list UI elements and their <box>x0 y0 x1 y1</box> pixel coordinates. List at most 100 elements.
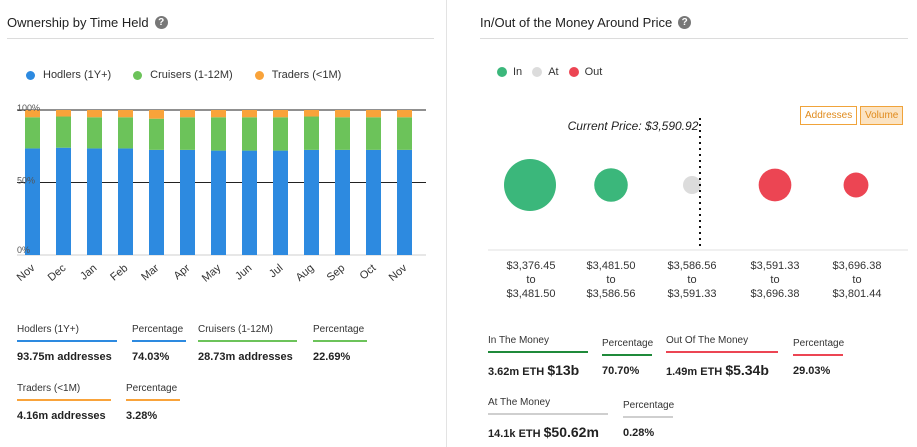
help-icon[interactable]: ? <box>678 16 692 29</box>
stat-in-the-money: In The Money 3.62m ETH $13b <box>488 335 588 378</box>
stat-label: Cruisers (1-12M) <box>198 324 297 342</box>
legend-item-in[interactable]: In <box>497 66 522 78</box>
stat-value: 14.1k ETH $50.62m <box>488 424 608 440</box>
price-range-label: $3,376.45 to $3,481.50 <box>492 259 570 301</box>
stat-label: Hodlers (1Y+) <box>17 324 117 342</box>
stat-at-the-money: At The Money 14.1k ETH $50.62m <box>488 397 608 440</box>
money-bubble-chart: Current Price: $3,590.92 <box>488 118 908 251</box>
y-tick-label: 0% <box>17 245 30 255</box>
stat-cruisers-percentage: Percentage 22.69% <box>313 324 367 363</box>
range-low: $3,591.33 <box>750 260 800 272</box>
title-divider <box>480 38 908 39</box>
bar-segment-cruisers <box>56 116 71 148</box>
legend-label: In <box>513 66 523 78</box>
bar-segment-traders <box>149 110 164 119</box>
x-tick-label: Feb <box>108 262 130 283</box>
stat-value: 22.69% <box>313 351 351 363</box>
bar-segment-hodlers <box>211 150 226 255</box>
stat-hodlers: Hodlers (1Y+) 93.75m addresses <box>17 324 117 363</box>
bar-segment-hodlers <box>149 149 164 255</box>
legend-dot-icon <box>497 67 507 77</box>
bar-segment-hodlers <box>87 148 102 255</box>
bubble-in <box>504 159 556 211</box>
range-low: $3,376.45 <box>506 260 556 272</box>
legend-label: At <box>548 66 559 78</box>
bar-segment-hodlers <box>56 147 71 255</box>
bar-segment-traders <box>180 110 195 118</box>
stat-value: 93.75m addresses <box>17 351 112 363</box>
range-high: $3,591.33 <box>667 288 717 300</box>
bar-segment-cruisers <box>180 117 195 150</box>
x-tick-label: Sep <box>325 262 348 284</box>
stat-value-usd: $5.34b <box>725 362 769 378</box>
range-low: $3,696.38 <box>832 260 882 272</box>
ownership-bar-chart: Nov Dec Jan Feb Mar Apr May Jun Jul Aug Sep Oct Nov 1… <box>15 103 426 285</box>
legend-dot-icon <box>532 67 543 77</box>
money-title: In/Out of the Money Around Price <box>480 15 673 30</box>
legend-label: Traders (<1M) <box>271 69 342 81</box>
addresses-toggle-button[interactable]: Addresses <box>800 106 858 125</box>
range-high: $3,696.38 <box>750 288 800 300</box>
legend-label: Cruisers (1-12M) <box>150 69 233 81</box>
bar-segment-cruisers <box>335 117 350 150</box>
bar-segment-hodlers <box>273 150 288 255</box>
bar-segment-hodlers <box>335 149 350 255</box>
stat-value-amount: 1.49m ETH <box>666 366 726 378</box>
legend-item-traders[interactable]: Traders (<1M) <box>254 69 342 81</box>
stat-value: 0.28% <box>623 427 655 439</box>
bar-segment-traders <box>304 110 319 117</box>
bar-segment-traders <box>25 110 40 118</box>
stat-label: Percentage <box>126 383 180 401</box>
x-tick-label: Jan <box>78 262 99 283</box>
legend-item-cruisers[interactable]: Cruisers (1-12M) <box>133 69 233 81</box>
stat-label: Traders (<1M) <box>17 383 111 401</box>
x-tick-label: Oct <box>358 262 379 282</box>
legend-dot-icon <box>568 67 579 77</box>
stat-value-amount: 14.1k ETH <box>488 428 544 440</box>
price-range-label: $3,696.38 to $3,801.44 <box>818 259 896 301</box>
bar-segment-hodlers <box>397 149 412 255</box>
bar-segment-cruisers <box>397 117 412 150</box>
range-low: $3,586.56 <box>667 260 717 272</box>
x-tick-label: Aug <box>294 262 317 284</box>
legend-item-at[interactable]: At <box>532 66 559 78</box>
help-icon[interactable]: ? <box>154 16 168 29</box>
ownership-title: Ownership by Time Held <box>7 15 149 30</box>
stat-traders-percentage: Percentage 3.28% <box>126 383 180 422</box>
volume-toggle-button[interactable]: Volume <box>860 106 904 125</box>
bar-segment-cruisers <box>118 117 133 149</box>
x-tick-label: Mar <box>139 262 161 284</box>
stat-value: 4.16m addresses <box>17 410 106 422</box>
x-tick-label: Dec <box>46 262 69 284</box>
ownership-legend: Hodlers (1Y+) Cruisers (1-12M) Traders (… <box>26 69 363 81</box>
bar-segment-cruisers <box>242 117 257 151</box>
range-to: to <box>852 274 862 286</box>
legend-label: Out <box>584 66 603 78</box>
stat-value: 3.28% <box>126 410 158 422</box>
ownership-title-row: Ownership by Time Held ? <box>7 15 168 30</box>
stat-value: 3.62m ETH $13b <box>488 362 588 378</box>
money-title-row: In/Out of the Money Around Price ? <box>480 15 692 30</box>
legend-label: Hodlers (1Y+) <box>43 69 112 81</box>
range-high: $3,481.50 <box>506 288 556 300</box>
stat-cruisers: Cruisers (1-12M) 28.73m addresses <box>198 324 297 363</box>
legend-item-out[interactable]: Out <box>568 66 603 78</box>
stat-value: 70.70% <box>602 365 640 377</box>
x-tick-label: Jul <box>267 262 285 280</box>
title-divider <box>7 38 434 39</box>
bar-segment-traders <box>335 110 350 118</box>
bar-segment-hodlers <box>242 150 257 255</box>
legend-dot-icon <box>26 70 35 80</box>
bar-segment-cruisers <box>149 118 164 150</box>
stat-label: At The Money <box>488 397 608 415</box>
legend-item-hodlers[interactable]: Hodlers (1Y+) <box>26 69 111 81</box>
money-panel: In/Out of the Money Around Price ? In At… <box>448 0 917 447</box>
stat-value-amount: 3.62m ETH <box>488 366 548 378</box>
bar-segment-traders <box>273 110 288 118</box>
ownership-panel: Ownership by Time Held ? Hodlers (1Y+) C… <box>0 0 447 447</box>
stat-value: 29.03% <box>793 365 831 377</box>
current-price-label: Current Price: $3,590.92 <box>568 119 699 133</box>
stat-out-of-the-money: Out Of The Money 1.49m ETH $5.34b <box>666 335 778 378</box>
bubble-at <box>683 176 701 194</box>
bar-segment-cruisers <box>25 117 40 149</box>
